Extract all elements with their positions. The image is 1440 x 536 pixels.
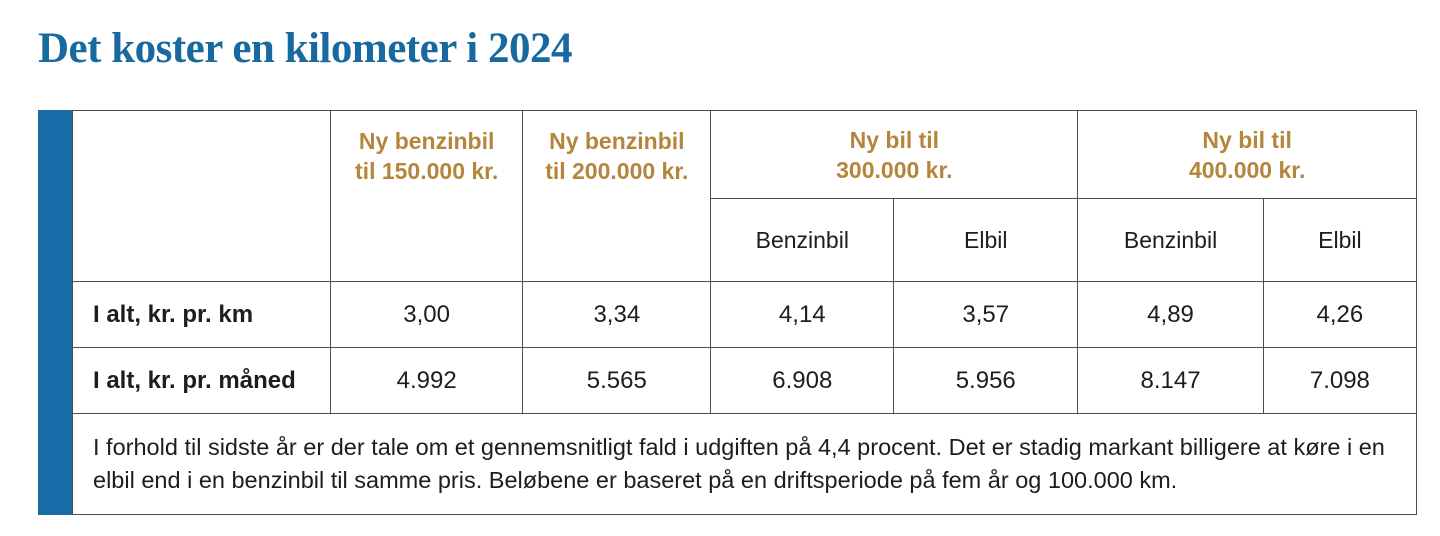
value-km-elbil300: 3,57: [893, 281, 1079, 348]
cost-table: Ny benzinbil til 150.000 kr. Ny benzinbi…: [71, 110, 1418, 515]
column-header-benzin-150k: Ny benzinbil til 150.000 kr.: [330, 110, 524, 282]
page-title: Det koster en kilometer i 2024: [38, 25, 572, 72]
corner-cell: [71, 110, 332, 282]
value-km-benzin200: 3,34: [522, 281, 712, 348]
value-month-elbil400: 7.098: [1262, 347, 1418, 414]
value-km-benzin150: 3,00: [330, 281, 524, 348]
value-month-benzin200: 5.565: [522, 347, 712, 414]
row-label-per-month: I alt, kr. pr. måned: [71, 347, 332, 414]
subheader-elbil-300k: Elbil: [893, 198, 1079, 282]
value-km-elbil400: 4,26: [1262, 281, 1418, 348]
subheader-benzinbil-300k: Benzinbil: [710, 198, 895, 282]
subheader-elbil-400k: Elbil: [1262, 198, 1418, 282]
column-group-header-400k: Ny bil til 400.000 kr.: [1077, 110, 1417, 199]
value-month-benzin150: 4.992: [330, 347, 524, 414]
value-km-benzin300: 4,14: [710, 281, 895, 348]
column-group-header-300k: Ny bil til 300.000 kr.: [710, 110, 1079, 199]
column-header-benzin-200k: Ny benzinbil til 200.000 kr.: [522, 110, 712, 282]
value-month-benzin400: 8.147: [1077, 347, 1264, 414]
value-month-elbil300: 5.956: [893, 347, 1079, 414]
subheader-benzinbil-400k: Benzinbil: [1077, 198, 1264, 282]
table-row-price-per-km: I alt, kr. pr. km 3,00 3,34 4,14 3,57 4,…: [71, 281, 1418, 348]
row-label-per-km: I alt, kr. pr. km: [71, 281, 332, 348]
table-footnote-row: I forhold til sidste år er der tale om e…: [72, 413, 1417, 515]
header-sub-row: Benzinbil Elbil Benzinbil Elbil: [73, 198, 1418, 282]
value-km-benzin400: 4,89: [1077, 281, 1264, 348]
accent-bar: [38, 110, 72, 515]
cost-table-container: Ny benzinbil til 150.000 kr. Ny benzinbi…: [38, 110, 1418, 515]
table-footnote: I forhold til sidste år er der tale om e…: [72, 413, 1417, 515]
value-month-benzin300: 6.908: [710, 347, 895, 414]
table-row-price-per-month: I alt, kr. pr. måned 4.992 5.565 6.908 5…: [71, 347, 1418, 414]
header-group-row: Ny benzinbil til 150.000 kr. Ny benzinbi…: [71, 110, 1417, 282]
